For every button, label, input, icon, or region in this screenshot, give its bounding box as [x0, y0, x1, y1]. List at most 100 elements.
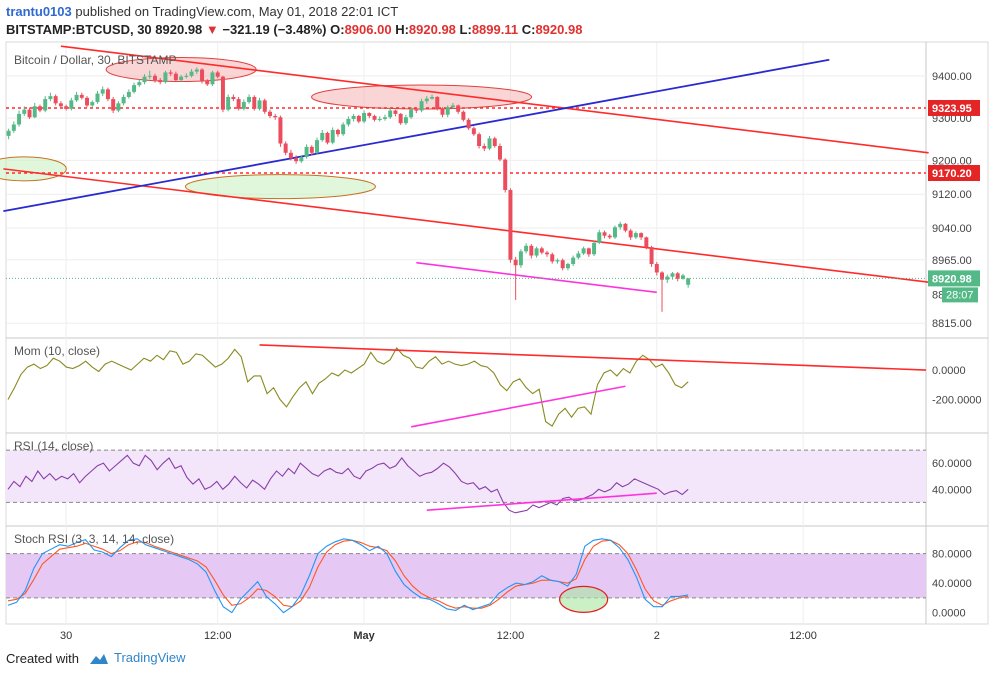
- candle: [550, 252, 555, 264]
- candle-body: [435, 96, 440, 109]
- candle-body: [607, 235, 612, 238]
- candle: [461, 110, 466, 122]
- candle: [377, 116, 382, 122]
- candle: [597, 229, 602, 245]
- candle: [43, 96, 48, 113]
- candle-body: [492, 138, 497, 147]
- candle: [367, 112, 372, 119]
- candle-body: [299, 157, 304, 162]
- candle-body: [17, 113, 22, 125]
- candle-body: [377, 118, 382, 120]
- candle-body: [686, 278, 691, 285]
- price-tick-label: 9200.00: [932, 155, 972, 167]
- candle-body: [597, 232, 602, 243]
- candle-body: [100, 89, 105, 94]
- candle: [163, 70, 168, 84]
- candle: [497, 143, 502, 162]
- candle: [393, 109, 398, 117]
- candle: [403, 114, 408, 125]
- last-price-tag-bg: [928, 270, 980, 287]
- candle: [571, 255, 576, 267]
- candle: [560, 258, 565, 271]
- candle-body: [403, 117, 408, 124]
- candle: [283, 141, 288, 156]
- candle-body: [320, 132, 325, 141]
- candle: [105, 87, 110, 102]
- candle: [565, 262, 570, 271]
- band-fill: [6, 450, 926, 503]
- candle: [639, 232, 644, 240]
- candle-body: [335, 129, 340, 135]
- candle-body: [184, 75, 189, 77]
- candle: [660, 271, 665, 312]
- tradingview-link[interactable]: TradingView: [88, 650, 186, 666]
- candle-body: [330, 129, 335, 143]
- candle-body: [341, 124, 346, 135]
- candle-body: [267, 111, 272, 116]
- candle: [262, 98, 267, 114]
- candle: [267, 109, 272, 119]
- candle: [612, 225, 617, 240]
- publish-line: trantu0103 published on TradingView.com,…: [6, 4, 398, 19]
- candle: [555, 258, 560, 264]
- published-text: published on TradingView.com, May 01, 20…: [75, 4, 399, 19]
- candle: [210, 70, 215, 86]
- countdown-tag-bg: [942, 287, 978, 303]
- countdown-label: 28:07: [946, 289, 974, 301]
- change-arrow: ▼: [205, 22, 219, 37]
- grid: [6, 42, 926, 624]
- candle: [220, 75, 225, 113]
- candle: [654, 261, 659, 276]
- candle-body: [126, 91, 131, 97]
- candle: [680, 273, 685, 280]
- time-tick-label: May: [353, 630, 375, 642]
- chart-canvas[interactable]: 9400.00 9300.00 9200.00 9120.00 9040.00 8965.…: [0, 40, 995, 646]
- candle-body: [518, 251, 523, 266]
- candle-body: [649, 247, 654, 264]
- candle-body: [53, 96, 58, 104]
- candle: [58, 101, 63, 109]
- candle-body: [571, 257, 576, 264]
- candle-body: [158, 80, 163, 83]
- candle: [581, 246, 586, 256]
- ohlc-line: BITSTAMP:BTCUSD, 30 8920.98 ▼ −321.19 (−…: [6, 22, 582, 37]
- footer: Created with TradingView: [0, 646, 995, 675]
- price-tick-label: 9040.00: [932, 223, 972, 235]
- indicator-title: RSI (14, close): [14, 439, 93, 453]
- candle-body: [419, 101, 424, 111]
- close-value: 8920.98: [535, 22, 583, 37]
- candle: [132, 82, 137, 94]
- candle-body: [508, 190, 513, 260]
- candle-body: [456, 105, 461, 112]
- price-tick-label: 8965.00: [932, 255, 972, 267]
- candle-body: [173, 73, 178, 81]
- candle: [628, 228, 633, 240]
- candle-body: [6, 130, 11, 136]
- candle-body: [288, 152, 293, 159]
- candle: [592, 240, 597, 256]
- author-link[interactable]: trantu0103: [6, 4, 72, 19]
- candle: [576, 250, 581, 260]
- candle: [194, 67, 199, 75]
- candle-body: [278, 117, 283, 144]
- candle-body: [503, 159, 508, 190]
- candle-body: [132, 85, 137, 92]
- candle: [64, 104, 69, 111]
- candle-body: [79, 94, 84, 98]
- candle: [90, 100, 95, 108]
- candle-body: [367, 113, 372, 116]
- candle: [152, 73, 157, 83]
- candle: [168, 69, 173, 76]
- candle: [351, 113, 356, 122]
- candle-body: [168, 72, 173, 74]
- candle: [623, 222, 628, 233]
- candle: [435, 96, 440, 111]
- candle: [409, 107, 414, 119]
- candle-body: [680, 275, 685, 279]
- candle: [189, 69, 194, 78]
- candle-body: [90, 102, 95, 106]
- candle-body: [450, 105, 455, 108]
- candle-body: [654, 264, 659, 273]
- candle: [440, 107, 445, 118]
- candle-body: [95, 93, 100, 103]
